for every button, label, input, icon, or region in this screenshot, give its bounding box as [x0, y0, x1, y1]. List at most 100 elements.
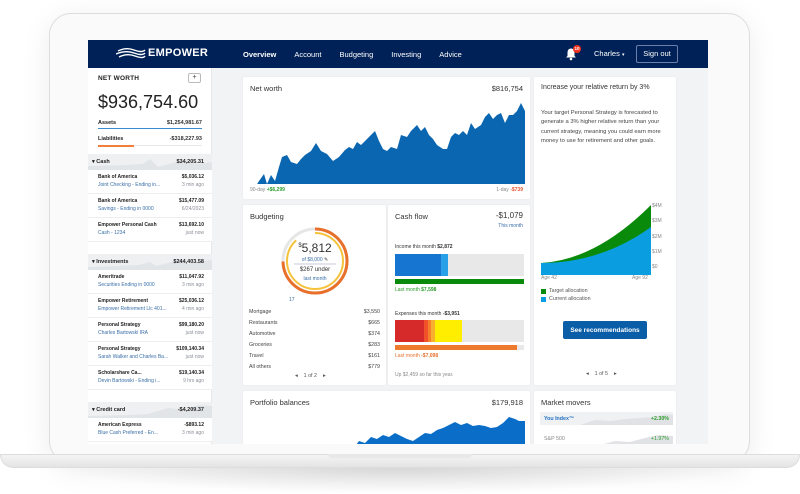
- account-name: Personal Strategy: [98, 322, 141, 328]
- card-title: Net worth: [250, 84, 283, 93]
- y-tick: $4M: [652, 203, 662, 209]
- account-amount: $11,047.92: [179, 274, 204, 280]
- group-credit-card[interactable]: ▾ Credit card -$4,209.37: [88, 402, 212, 418]
- account-sub: Devin Bartowski - Ending i...: [98, 378, 161, 384]
- main-nav: Overview Account Budgeting Investing Adv…: [243, 40, 480, 68]
- account-row[interactable]: Empower Personal Cash $13,692.10 Cash - 1…: [88, 218, 212, 242]
- portfolio-balances-card[interactable]: Portfolio balances $179,918: [243, 391, 530, 444]
- y-tick: $1M: [652, 249, 662, 255]
- account-sub: Joint Checking - Ending in...: [98, 182, 161, 188]
- budget-period: last month: [303, 276, 327, 282]
- mover-change: +2.30%: [650, 415, 669, 422]
- net-worth-card[interactable]: Net worth $816,754 90-day +$6,299 1-day …: [243, 77, 530, 199]
- net-worth-area-chart: [257, 103, 525, 184]
- card-title: Budgeting: [250, 212, 284, 221]
- prev-arrow-icon[interactable]: ◂: [586, 371, 589, 377]
- next-arrow-icon[interactable]: ▸: [322, 373, 326, 379]
- account-row[interactable]: Bank of America $15,477.09 Savings - Endi…: [88, 194, 212, 218]
- edit-icon[interactable]: ✎: [324, 257, 329, 263]
- cash-flow-footer: Up $2,459 so far this year.: [395, 372, 454, 378]
- income-last-month: Last month $7,598: [395, 287, 437, 293]
- y-tick: $0: [652, 264, 658, 270]
- income-label: Income this month $2,872: [395, 244, 453, 250]
- budget-category-row[interactable]: Automotive $374: [249, 331, 380, 337]
- caret-down-icon: ▾: [92, 407, 97, 413]
- account-sub: Savings - Ending in 0000: [98, 206, 154, 212]
- budget-category-row[interactable]: All others $779: [249, 364, 380, 370]
- nav-advice[interactable]: Advice: [439, 49, 462, 59]
- advice-body: Your target Personal Strategy is forecas…: [541, 110, 661, 145]
- account-amount: $109,140.34: [176, 346, 204, 352]
- account-row[interactable]: Bank of America $5,036.12 Joint Checking …: [88, 170, 212, 194]
- prev-arrow-icon[interactable]: ◂: [295, 373, 298, 379]
- budget-category-row[interactable]: Travel $161: [249, 353, 380, 359]
- laptop-shadow: [60, 468, 740, 494]
- sidebar: NET WORTH + $936,754.60 Assets $1,254,98…: [88, 68, 212, 444]
- market-mover-row[interactable]: You Index™ +2.30%: [540, 412, 673, 425]
- account-sub: Empower Retirement Llc 401...: [98, 306, 167, 312]
- account-time: just now: [185, 230, 204, 236]
- expenses-last-month: Last month -$7,098: [395, 353, 439, 359]
- group-total: $34,205.31: [176, 159, 204, 165]
- account-row[interactable]: Scholarshare Ca... $19,140.34 Devin Barto…: [88, 366, 212, 390]
- account-name: Bank of America: [98, 198, 138, 204]
- empower-wave-icon: [116, 48, 146, 59]
- net-worth-value: $936,754.60: [98, 92, 199, 112]
- assets-row[interactable]: Assets $1,254,981.67: [98, 120, 202, 129]
- account-name: American Express: [98, 422, 142, 428]
- account-amount: $19,140.34: [178, 370, 204, 376]
- expenses-last-month-track: [395, 345, 524, 350]
- sparkline: [603, 435, 673, 444]
- add-account-button[interactable]: +: [188, 73, 201, 83]
- budget-total[interactable]: of $8,000 ✎: [301, 257, 329, 263]
- account-row[interactable]: Personal Strategy $109,140.34 Sarah Walke…: [88, 342, 212, 366]
- group-name: Credit card: [96, 407, 126, 413]
- brand-logo[interactable]: EMPOWER: [116, 47, 208, 59]
- group-cash[interactable]: ▾ Cash $34,205.31: [88, 154, 212, 170]
- account-row[interactable]: Empower Retirement $25,036.12 Empower Ret…: [88, 294, 212, 318]
- nav-account[interactable]: Account: [294, 49, 322, 59]
- user-name: Charles: [594, 49, 620, 58]
- group-total: -$4,209.37: [177, 407, 204, 413]
- market-mover-row[interactable]: S&P 500 +1.97%: [540, 432, 673, 444]
- mover-name: You Index™: [544, 415, 575, 422]
- income-bar[interactable]: [395, 254, 524, 276]
- liabilities-row[interactable]: Liabilities -$318,227.93: [98, 136, 202, 144]
- x-start-label: Age 42: [541, 275, 557, 281]
- account-amount: -$893.12: [184, 422, 204, 428]
- card-title: Cash flow: [395, 212, 428, 221]
- mover-name: S&P 500: [544, 435, 565, 442]
- account-row[interactable]: Ameritrade $11,047.92 Securities Ending i…: [88, 270, 212, 294]
- account-time: 3 min ago: [182, 282, 204, 288]
- market-movers-card[interactable]: Market movers You Index™ +2.30% S&P 500 …: [534, 391, 676, 444]
- cash-flow-card[interactable]: Cash flow -$1,079 This month Income this…: [388, 205, 530, 385]
- nav-budgeting[interactable]: Budgeting: [339, 49, 374, 59]
- sparkline: [88, 405, 212, 418]
- mover-change: +1.97%: [650, 435, 669, 442]
- chevron-down-icon: ▾: [621, 52, 625, 58]
- budget-category-row[interactable]: Mortgage $3,550: [249, 309, 380, 315]
- next-arrow-icon[interactable]: ▸: [613, 371, 617, 377]
- account-row[interactable]: Personal Strategy $99,180.20 Charles Bart…: [88, 318, 212, 342]
- account-row[interactable]: American Express -$893.12 Blue Cash Prefe…: [88, 418, 212, 442]
- budget-category-row[interactable]: Restaurants $665: [249, 320, 380, 326]
- budget-category-row[interactable]: Groceries $283: [249, 342, 380, 348]
- advice-card[interactable]: Increase your relative return by 3% Your…: [534, 77, 676, 385]
- net-worth-total: $816,754: [491, 84, 523, 93]
- account-amount: $25,036.12: [178, 298, 204, 304]
- account-name: Bank of America: [98, 174, 138, 180]
- card-title: Portfolio balances: [250, 398, 310, 407]
- nav-investing[interactable]: Investing: [391, 49, 422, 59]
- income-last-month-bar: [395, 279, 524, 284]
- group-investments[interactable]: ▾ Investments $244,403.58: [88, 254, 212, 270]
- budgeting-card[interactable]: Budgeting $5,812 of $8,000 ✎ $267 under …: [243, 205, 386, 385]
- legend-swatch: [541, 288, 546, 294]
- liabilities-label: Liabilities: [98, 136, 124, 142]
- nav-overview[interactable]: Overview: [243, 49, 277, 59]
- user-menu[interactable]: Charles ▾: [594, 49, 624, 58]
- expenses-bar[interactable]: [395, 320, 524, 342]
- legend-swatch: [541, 296, 546, 302]
- see-recommendations-button[interactable]: See recommendations: [563, 321, 647, 339]
- account-sub: Securities Ending in 0000: [98, 282, 155, 288]
- sign-out-button[interactable]: Sign out: [636, 45, 678, 63]
